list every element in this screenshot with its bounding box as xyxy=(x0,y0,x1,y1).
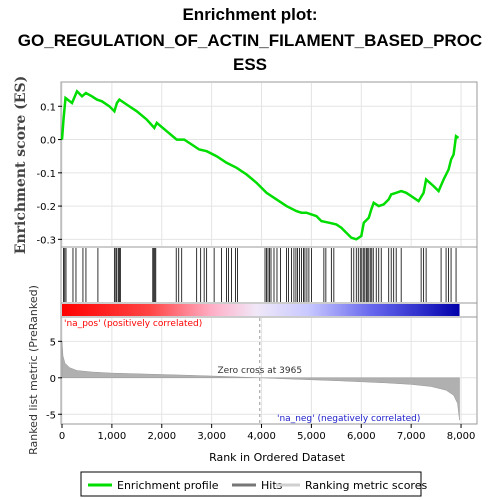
es-panel-frame xyxy=(60,81,478,248)
metric-y-axis-label: Ranked list metric (PreRanked) xyxy=(27,285,40,455)
x-tick-label: 1,000 xyxy=(98,431,127,442)
es-tick-label: 0.1 xyxy=(40,102,56,113)
metric-tick-label: 0 xyxy=(50,374,56,385)
legend: Enrichment profile Hits Ranking metric s… xyxy=(80,471,427,497)
es-tick-label: -0.3 xyxy=(36,235,56,246)
band-gradient xyxy=(62,304,460,316)
x-tick-label: 6,000 xyxy=(347,431,376,442)
hits-panel xyxy=(60,246,478,304)
x-tick-label: 8,000 xyxy=(447,431,476,442)
x-tick-label: 2,000 xyxy=(147,431,176,442)
metric-tick-label: -5 xyxy=(46,410,56,421)
x-tick-label: 7,000 xyxy=(397,431,426,442)
es-y-axis-label: Enrichment score (ES) xyxy=(13,76,29,254)
es-tick-label: 0.0 xyxy=(40,136,56,147)
x-tick-label: 3,000 xyxy=(197,431,226,442)
title-line-1: Enrichment plot: xyxy=(182,5,317,24)
legend-enrichment-label: Enrichment profile xyxy=(117,479,219,492)
neg-correlated-label: 'na_neg' (negatively correlated) xyxy=(277,414,420,424)
zero-cross-label: Zero cross at 3965 xyxy=(217,366,302,376)
es-y-ticks: 0.1 0.0 -0.1 -0.2 -0.3 xyxy=(36,102,62,246)
x-axis-ticks: 0 1,000 2,000 3,000 4,000 5,000 6,000 7,000 8,00… xyxy=(59,424,476,442)
title-line-3: ESS xyxy=(233,55,267,74)
correlation-color-band xyxy=(60,302,478,318)
es-tick-label: -0.1 xyxy=(36,169,56,180)
hit-lines xyxy=(63,248,457,302)
hits-panel-frame xyxy=(60,246,478,304)
metric-tick-label: 5 xyxy=(50,337,56,348)
metric-panel-frame xyxy=(60,316,478,425)
x-tick-label: 0 xyxy=(59,431,65,442)
enrichment-score-panel: 0.1 0.0 -0.1 -0.2 -0.3 Enrichment score (ES) xyxy=(13,76,478,254)
enrichment-profile-line xyxy=(60,89,460,241)
x-tick-label: 5,000 xyxy=(297,431,326,442)
ranking-metric-area xyxy=(61,341,460,421)
legend-hits-label: Hits xyxy=(261,479,283,492)
title-line-2: GO_REGULATION_OF_ACTIN_FILAMENT_BASED_PR… xyxy=(18,31,482,50)
x-tick-label: 4,000 xyxy=(247,431,276,442)
metric-y-ticks: 5 0 -5 xyxy=(46,337,62,421)
legend-ranking-label: Ranking metric scores xyxy=(305,479,427,492)
es-tick-label: -0.2 xyxy=(36,202,56,213)
ranked-metric-panel: 50-5 0 1,000 2,000 3,000 4,000 5,000 6,000 7,00… xyxy=(27,285,478,464)
x-axis-label: Rank in Ordered Dataset xyxy=(209,451,346,464)
pos-correlated-label: 'na_pos' (positively correlated) xyxy=(64,319,202,329)
